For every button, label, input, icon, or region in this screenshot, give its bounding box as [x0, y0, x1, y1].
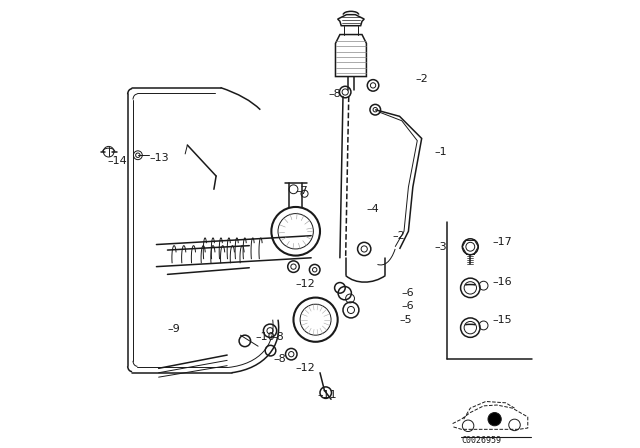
Text: –12: –12 [296, 279, 316, 289]
Text: –3: –3 [435, 242, 447, 252]
Text: –2: –2 [415, 74, 428, 84]
Text: –17: –17 [492, 237, 512, 247]
Text: –6: –6 [402, 302, 415, 311]
Text: –6: –6 [402, 288, 415, 298]
Text: –8: –8 [329, 89, 342, 99]
Circle shape [488, 413, 501, 426]
Polygon shape [338, 15, 364, 26]
Text: –12: –12 [296, 363, 316, 373]
Text: –8: –8 [271, 332, 284, 342]
Text: –8: –8 [273, 354, 286, 365]
Text: –7: –7 [296, 186, 308, 197]
Text: –1: –1 [435, 146, 447, 157]
Text: –13: –13 [150, 153, 170, 164]
Text: –14: –14 [108, 155, 127, 166]
Text: C0026959: C0026959 [461, 436, 502, 445]
Text: –9: –9 [168, 323, 180, 333]
Text: –16: –16 [492, 277, 512, 287]
Text: –10: –10 [256, 332, 276, 342]
Text: –15: –15 [492, 314, 512, 325]
Text: –5: –5 [399, 314, 412, 325]
Text: –11: –11 [318, 390, 337, 400]
Text: –4: –4 [367, 204, 379, 214]
Text: –2: –2 [393, 231, 406, 241]
Polygon shape [335, 34, 367, 77]
Circle shape [136, 153, 140, 157]
